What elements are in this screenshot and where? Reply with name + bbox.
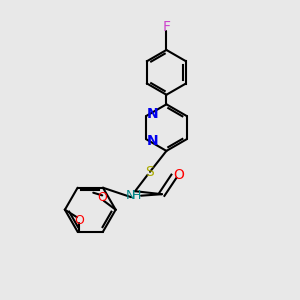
Text: O: O (173, 168, 184, 182)
Text: O: O (74, 214, 84, 227)
Text: N: N (125, 189, 135, 202)
Text: O: O (97, 191, 107, 204)
Text: methoxy_ch3: methoxy_ch3 (98, 188, 108, 190)
Text: H: H (132, 189, 141, 202)
Text: S: S (146, 165, 154, 179)
Text: N: N (147, 107, 159, 122)
Text: F: F (162, 20, 170, 34)
Text: N: N (147, 134, 159, 148)
